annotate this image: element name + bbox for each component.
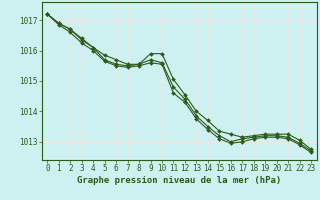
X-axis label: Graphe pression niveau de la mer (hPa): Graphe pression niveau de la mer (hPa) xyxy=(77,176,281,185)
